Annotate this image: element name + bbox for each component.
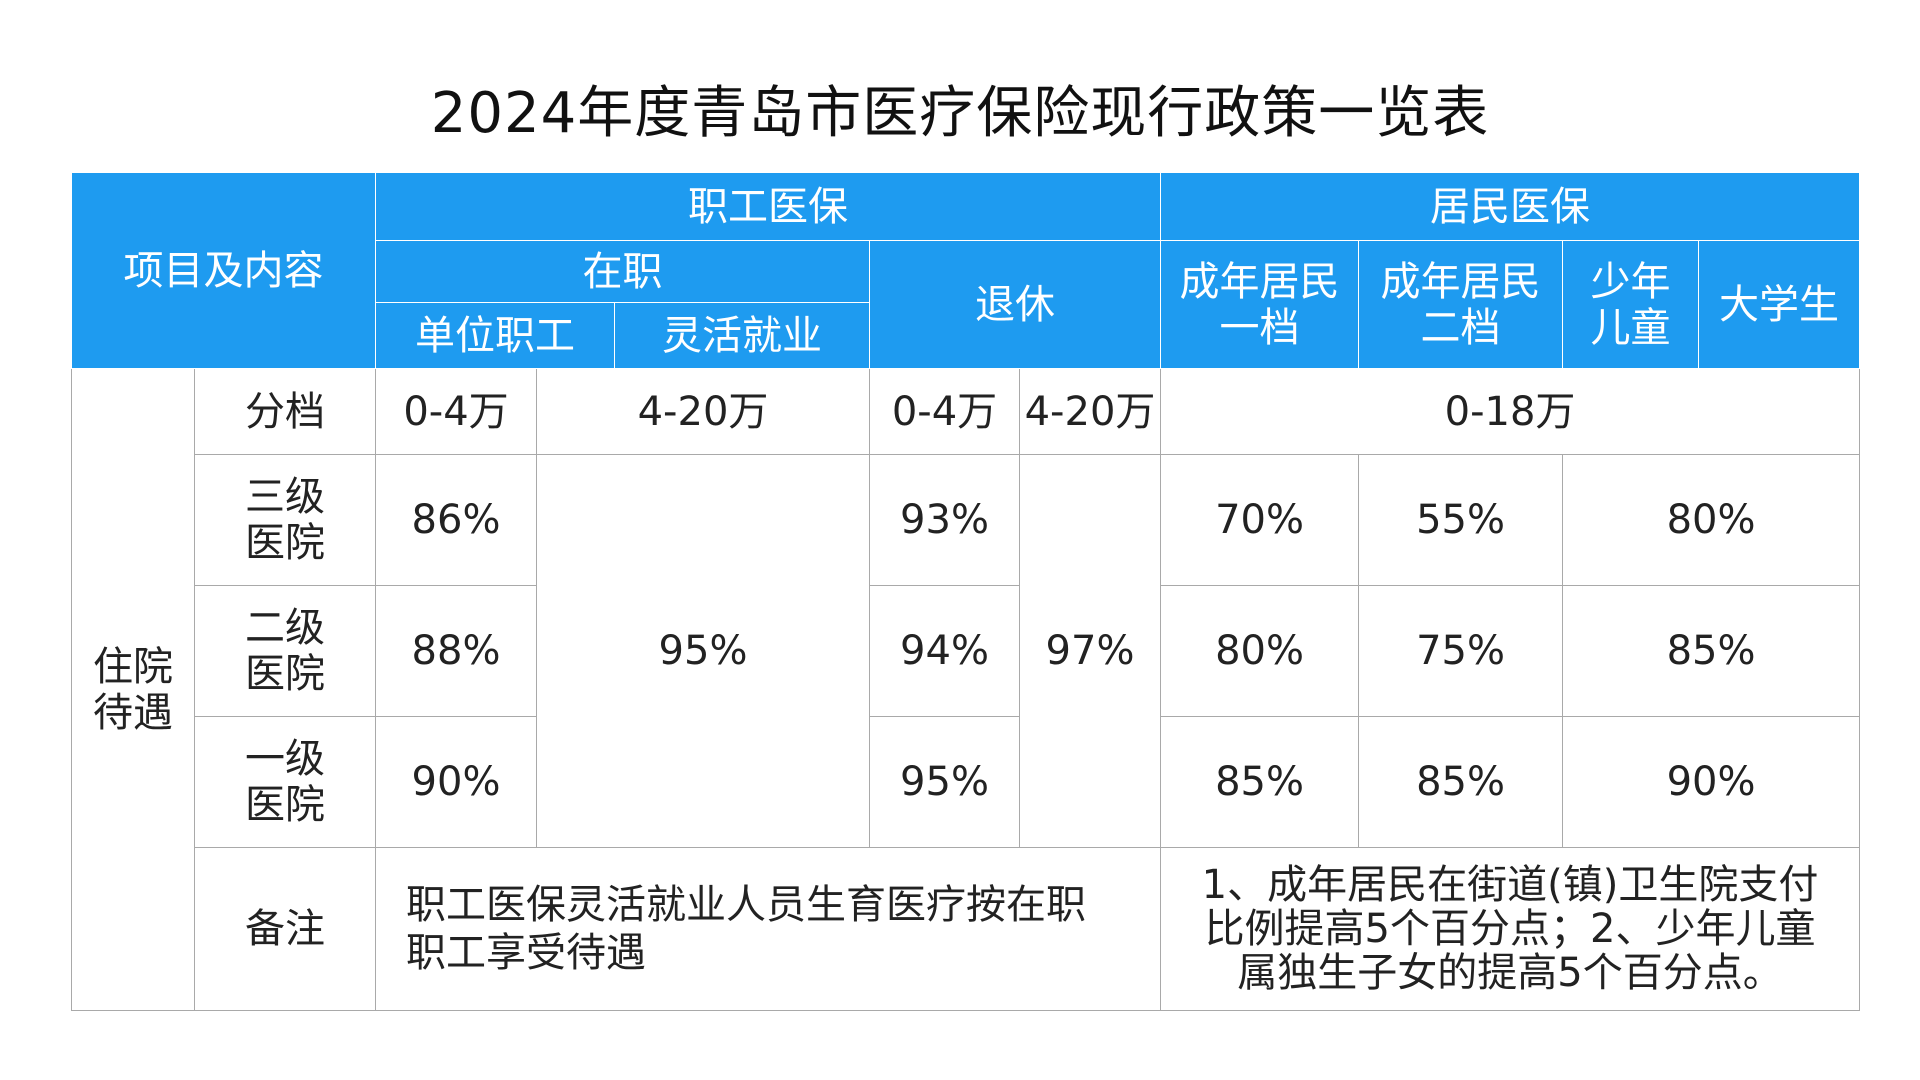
header-adult-tier-1-line-2: 一档 bbox=[1219, 304, 1300, 351]
cell-unit-low: 86% bbox=[375, 454, 537, 586]
row-label: 三级 医院 bbox=[194, 454, 376, 586]
header-item: 项目及内容 bbox=[71, 172, 376, 369]
group-label-line-1: 住院 bbox=[93, 643, 173, 690]
row-label-line-2: 医院 bbox=[245, 782, 325, 828]
header-adult-tier-2-line-1: 成年居民 bbox=[1380, 258, 1541, 305]
tier-resident: 0-18万 bbox=[1160, 368, 1861, 455]
note-employee: 职工医保灵活就业人员生育医疗按在职 职工享受待遇 bbox=[374, 847, 1162, 1011]
cell-youth-student: 80% bbox=[1562, 454, 1861, 586]
tier-unit-high: 4-20万 bbox=[536, 368, 870, 455]
row-label-line-1: 三级 bbox=[245, 474, 325, 520]
table-row: 三级 医院 86% 95% 93% 97% 70% 55% 80% bbox=[72, 454, 1861, 848]
header-adult-tier-2: 成年居民 二档 bbox=[1358, 240, 1564, 369]
table-row: 二级 医院 88% 94% 80% 75% 85% bbox=[72, 585, 1861, 717]
cell-adult-tier-2: 55% bbox=[1358, 454, 1564, 586]
cell-adult-tier-1: 80% bbox=[1160, 585, 1360, 717]
note-employee-line-2: 职工享受待遇 bbox=[406, 930, 646, 976]
header-student: 大学生 bbox=[1698, 240, 1861, 369]
note-resident: 1、成年居民在街道(镇)卫生院支付 比例提高5个百分点；2、少年儿童 属独生子女的提… bbox=[1160, 847, 1861, 1011]
table-row: 一级 医院 90% 95% 85% 85% 90% bbox=[72, 716, 1861, 848]
header-youth-line-1: 少年 bbox=[1590, 258, 1671, 305]
cell-retired-low: 95% bbox=[869, 716, 1020, 848]
cell-adult-tier-1: 85% bbox=[1160, 716, 1360, 848]
header-row-1: 项目及内容 职工医保 居民医保 bbox=[71, 172, 1861, 369]
policy-table: 项目及内容 职工医保 居民医保 在职 退休 成年居民 一档 成年居民 二档 少年 儿童… bbox=[71, 172, 1861, 1011]
header-adult-tier-1-line-1: 成年居民 bbox=[1179, 258, 1340, 305]
header-adult-tier-1: 成年居民 一档 bbox=[1160, 240, 1360, 369]
row-label-line-2: 医院 bbox=[245, 520, 325, 566]
cell-unit-high-merged: 95% bbox=[536, 454, 870, 848]
cell-youth-student: 90% bbox=[1562, 716, 1861, 848]
cell-youth-student: 85% bbox=[1562, 585, 1861, 717]
note-resident-line-2: 比例提高5个百分点；2、少年儿童 bbox=[1204, 906, 1816, 952]
cell-unit-low: 88% bbox=[375, 585, 537, 717]
cell-unit-low: 90% bbox=[375, 716, 537, 848]
group-label-line-2: 待遇 bbox=[93, 689, 173, 736]
row-label-line-1: 一级 bbox=[245, 736, 325, 782]
tier-label: 分档 bbox=[194, 368, 376, 455]
header-flexible-employment: 灵活就业 bbox=[614, 302, 870, 369]
header-youth: 少年 儿童 bbox=[1562, 240, 1700, 369]
header-unit-staff: 单位职工 bbox=[375, 302, 615, 369]
note-label: 备注 bbox=[194, 847, 376, 1011]
header-in-service: 在职 bbox=[375, 240, 870, 303]
cell-retired-low: 94% bbox=[869, 585, 1020, 717]
cell-retired-high-merged: 97% bbox=[1018, 454, 1162, 848]
header-row-2: 在职 退休 成年居民 一档 成年居民 二档 少年 儿童 大学生 bbox=[72, 240, 1861, 369]
group-label: 住院 待遇 bbox=[71, 368, 195, 1011]
row-label: 一级 医院 bbox=[194, 716, 376, 848]
note-employee-line-1: 职工医保灵活就业人员生育医疗按在职 bbox=[406, 882, 1086, 928]
cell-adult-tier-1: 70% bbox=[1160, 454, 1360, 586]
tier-row: 住院 待遇 分档 0-4万 4-20万 0-4万 4-20万 0-18万 bbox=[71, 368, 1861, 1011]
note-row: 备注 职工医保灵活就业人员生育医疗按在职 职工享受待遇 1、成年居民在街道(镇)卫… bbox=[72, 847, 1861, 1011]
page-title: 2024年度青岛市医疗保险现行政策一览表 bbox=[430, 81, 1490, 146]
cell-retired-low: 93% bbox=[869, 454, 1020, 586]
tier-unit-low: 0-4万 bbox=[375, 368, 537, 455]
header-retired: 退休 bbox=[868, 240, 1162, 369]
tier-retired-low: 0-4万 bbox=[869, 368, 1020, 455]
note-resident-line-1: 1、成年居民在街道(镇)卫生院支付 bbox=[1201, 862, 1819, 908]
row-label: 二级 医院 bbox=[194, 585, 376, 717]
row-label-line-2: 医院 bbox=[245, 651, 325, 697]
header-employee-insurance: 职工医保 bbox=[374, 172, 1162, 241]
tier-retired-high: 4-20万 bbox=[1018, 368, 1162, 455]
cell-adult-tier-2: 85% bbox=[1358, 716, 1564, 848]
note-resident-line-3: 属独生子女的提高5个百分点。 bbox=[1237, 950, 1783, 996]
header-youth-line-2: 儿童 bbox=[1590, 304, 1671, 351]
row-label-line-1: 二级 bbox=[245, 605, 325, 651]
header-resident-insurance: 居民医保 bbox=[1160, 172, 1861, 241]
header-row-3: 单位职工 灵活就业 bbox=[72, 302, 1860, 369]
header-adult-tier-2-line-2: 二档 bbox=[1420, 304, 1501, 351]
cell-adult-tier-2: 75% bbox=[1358, 585, 1564, 717]
